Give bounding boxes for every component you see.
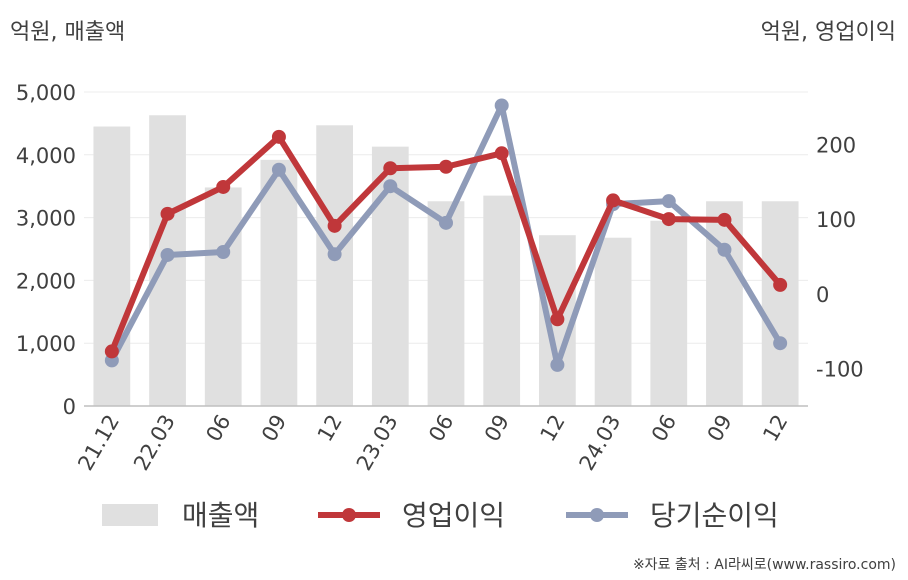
series-point	[160, 206, 175, 221]
y-right-tick-label: 0	[816, 283, 829, 307]
revenue-bar	[650, 220, 688, 406]
x-tick-label: 09	[480, 411, 514, 446]
y-left-tick-label: 4,000	[16, 144, 76, 168]
series-point	[271, 162, 286, 177]
series-point	[160, 247, 175, 262]
x-tick-label: 12	[313, 411, 347, 446]
series-point	[216, 244, 231, 259]
legend-marker-net-income	[590, 508, 604, 522]
revenue-bar	[761, 201, 799, 406]
series-point	[773, 336, 788, 351]
x-tick-label: 23.03	[352, 411, 403, 475]
legend-label-net-income: 당기순이익	[650, 499, 779, 532]
x-tick-label: 06	[201, 411, 235, 446]
y-left-tick-label: 0	[63, 395, 76, 419]
right-axis-unit-label: 억원, 영업이익	[760, 20, 896, 45]
left-axis-unit-label: 억원, 매출액	[10, 20, 126, 45]
series-point	[550, 312, 565, 327]
y-left-tick-label: 5,000	[16, 81, 76, 105]
legend-label-operating-profit: 영업이익	[402, 499, 505, 532]
series-point	[606, 193, 621, 208]
series-point	[717, 242, 732, 257]
x-tick-label: 06	[424, 411, 458, 446]
series-point	[550, 357, 565, 372]
x-tick-label: 12	[758, 411, 792, 446]
series-point	[717, 212, 732, 227]
y-left-tick-label: 3,000	[16, 207, 76, 231]
x-tick-label: 09	[257, 411, 291, 446]
legend-marker-operating-profit	[342, 508, 356, 522]
series-point	[494, 146, 509, 161]
x-tick-label: 24.03	[575, 411, 626, 475]
series-point	[661, 212, 676, 227]
series-point	[327, 218, 342, 233]
y-right-tick-label: 100	[816, 208, 856, 232]
x-tick-label: 09	[703, 411, 737, 446]
revenue-bar	[316, 125, 353, 406]
legend-label-revenue: 매출액	[182, 499, 259, 532]
source-credit: ※자료 출처 : AI라씨로(www.rassiro.com)	[632, 557, 896, 573]
series-point	[104, 344, 119, 359]
series-point	[327, 247, 342, 262]
y-right-tick-label: 200	[816, 133, 856, 157]
legend-swatch-revenue	[102, 504, 158, 526]
revenue-bar	[483, 195, 521, 406]
series-point	[383, 179, 398, 194]
series-point	[383, 161, 398, 176]
x-tick-label: 21.12	[73, 411, 124, 475]
x-tick-label: 06	[647, 411, 681, 446]
y-left-tick-label: 2,000	[16, 269, 76, 293]
revenue-bar	[260, 159, 298, 406]
series-point	[494, 98, 509, 113]
revenue-bar	[427, 201, 465, 406]
x-tick-label: 12	[536, 411, 570, 446]
y-left-tick-label: 1,000	[16, 332, 76, 356]
revenue-bar	[204, 187, 242, 406]
revenue-bar	[594, 237, 632, 406]
series-point	[271, 129, 286, 144]
series-point	[439, 215, 453, 230]
series-point	[216, 179, 231, 194]
y-right-tick-label: -100	[816, 358, 864, 382]
series-point	[773, 277, 788, 292]
series-point	[661, 194, 676, 209]
x-tick-label: 22.03	[129, 411, 180, 475]
series-point	[439, 159, 453, 174]
